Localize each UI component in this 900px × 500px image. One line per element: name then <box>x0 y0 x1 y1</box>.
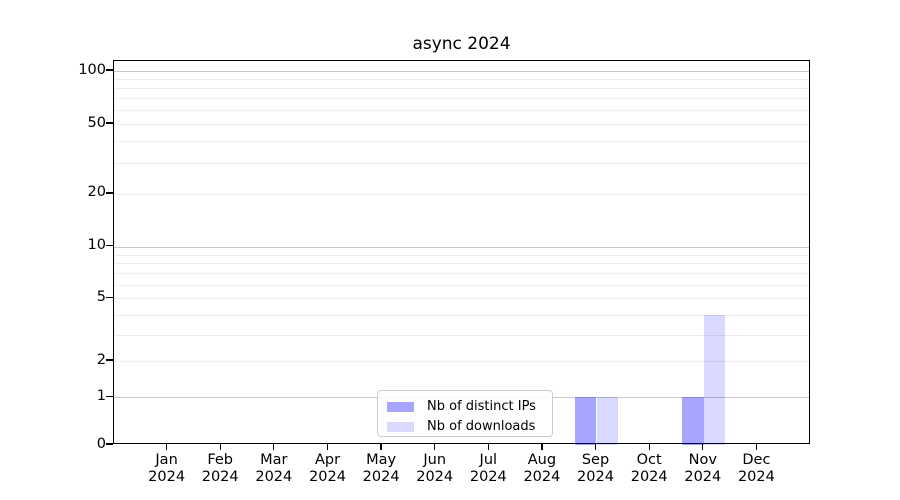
x-tick-mark <box>219 444 221 450</box>
x-tick-label-month: Sep <box>581 452 610 468</box>
legend-swatch-downloads <box>387 421 414 432</box>
x-tick-label-year: 2024 <box>309 469 346 485</box>
x-tick-mark <box>166 444 168 450</box>
y-tick-label: 10 <box>87 237 106 254</box>
y-minor-gridline <box>114 98 809 100</box>
y-tick-label: 2 <box>96 351 106 368</box>
y-minor-gridline <box>114 284 809 286</box>
y-minor-gridline <box>114 141 809 142</box>
legend-swatch-distinct-ips <box>387 401 414 412</box>
x-tick-label-year: 2024 <box>737 469 775 485</box>
x-tick-label: Feb 2024 <box>188 452 252 486</box>
y-minor-gridline <box>114 79 809 81</box>
x-tick-label: May 2024 <box>349 452 413 486</box>
plot-area <box>113 60 810 445</box>
y-tick-label: 1 <box>96 387 106 404</box>
x-tick-mark <box>487 444 489 450</box>
x-tick-label-month: Aug <box>527 452 557 468</box>
y-minor-gridline <box>114 193 809 195</box>
y-minor-gridline <box>114 110 809 112</box>
y-tick-mark <box>106 244 113 247</box>
y-tick-mark <box>106 69 113 71</box>
y-minor-gridline <box>114 254 809 256</box>
x-tick-label: Apr 2024 <box>296 452 360 486</box>
y-tick-mark <box>106 192 113 194</box>
x-tick-label-month: Apr <box>314 452 341 468</box>
x-tick-label-month: Feb <box>207 452 234 468</box>
y-minor-gridline <box>114 88 809 90</box>
x-tick-label-year: 2024 <box>255 469 293 485</box>
x-tick-label: Mar 2024 <box>242 452 306 486</box>
legend: Nb of distinct IPs Nb of downloads <box>377 390 553 437</box>
x-tick-label: Dec 2024 <box>724 452 788 486</box>
x-tick-mark <box>648 444 650 450</box>
y-tick-mark <box>106 296 113 298</box>
chart-title: async 2024 <box>412 34 511 54</box>
x-tick-label: Jul 2024 <box>456 452 520 486</box>
y-tick-mark <box>106 359 113 361</box>
legend-entry-distinct-ips: Nb of distinct IPs <box>387 399 542 414</box>
x-tick-label-month: Dec <box>742 452 771 468</box>
x-tick-mark <box>380 444 382 450</box>
x-tick-label-year: 2024 <box>201 469 239 485</box>
x-tick-label: Oct 2024 <box>617 452 681 486</box>
y-tick-label: 50 <box>87 114 106 131</box>
y-major-gridline <box>114 246 809 248</box>
x-tick-mark <box>541 444 543 450</box>
y-tick-mark <box>106 443 113 445</box>
y-minor-gridline <box>114 314 809 316</box>
x-tick-mark <box>594 444 597 450</box>
x-tick-label-year: 2024 <box>469 469 507 485</box>
y-minor-gridline <box>114 124 809 125</box>
y-tick-label: 20 <box>87 184 106 201</box>
x-tick-label-year: 2024 <box>577 469 614 485</box>
x-tick-label-month: May <box>366 452 397 468</box>
x-tick-label-year: 2024 <box>630 469 668 485</box>
x-tick-label: Sep 2024 <box>564 452 628 486</box>
y-tick-label: 5 <box>96 288 106 305</box>
x-tick-label-year: 2024 <box>362 469 400 485</box>
bar-downloads <box>703 314 726 445</box>
x-tick-label-year: 2024 <box>684 469 722 485</box>
y-minor-gridline <box>114 298 809 300</box>
x-tick-label-month: Mar <box>260 452 288 468</box>
x-tick-label-month: Jan <box>155 452 178 468</box>
x-tick-mark <box>702 444 704 450</box>
legend-label-distinct-ips: Nb of distinct IPs <box>427 399 536 414</box>
x-tick-label-year: 2024 <box>523 469 561 485</box>
y-minor-gridline <box>114 334 809 336</box>
x-tick-label: Aug 2024 <box>510 452 574 486</box>
x-tick-label-month: Nov <box>688 452 717 468</box>
y-tick-mark <box>106 395 113 397</box>
x-tick-mark <box>326 444 329 450</box>
y-minor-gridline <box>114 263 809 265</box>
x-tick-mark <box>273 444 275 450</box>
legend-label-downloads: Nb of downloads <box>427 419 536 434</box>
x-tick-label-year: 2024 <box>148 469 186 485</box>
bar-downloads <box>596 397 618 445</box>
y-minor-gridline <box>114 273 809 275</box>
bar-distinct-ips <box>575 397 597 445</box>
y-major-gridline <box>114 71 809 72</box>
legend-entry-downloads: Nb of downloads <box>387 419 542 434</box>
y-minor-gridline <box>114 361 809 362</box>
y-minor-gridline <box>114 163 809 164</box>
bar-distinct-ips <box>682 397 704 445</box>
x-tick-label: Nov 2024 <box>671 452 735 486</box>
x-tick-mark <box>755 444 757 450</box>
y-tick-mark <box>106 122 113 124</box>
y-tick-label: 100 <box>78 61 106 78</box>
x-tick-label: Jun 2024 <box>403 452 467 486</box>
x-tick-label-month: Jul <box>479 452 498 468</box>
x-tick-label-month: Oct <box>636 452 662 468</box>
x-tick-label-month: Jun <box>423 452 447 468</box>
x-tick-mark <box>434 444 436 450</box>
x-tick-label-year: 2024 <box>416 469 454 485</box>
y-tick-label: 0 <box>96 435 106 452</box>
x-tick-label: Jan 2024 <box>135 452 199 486</box>
